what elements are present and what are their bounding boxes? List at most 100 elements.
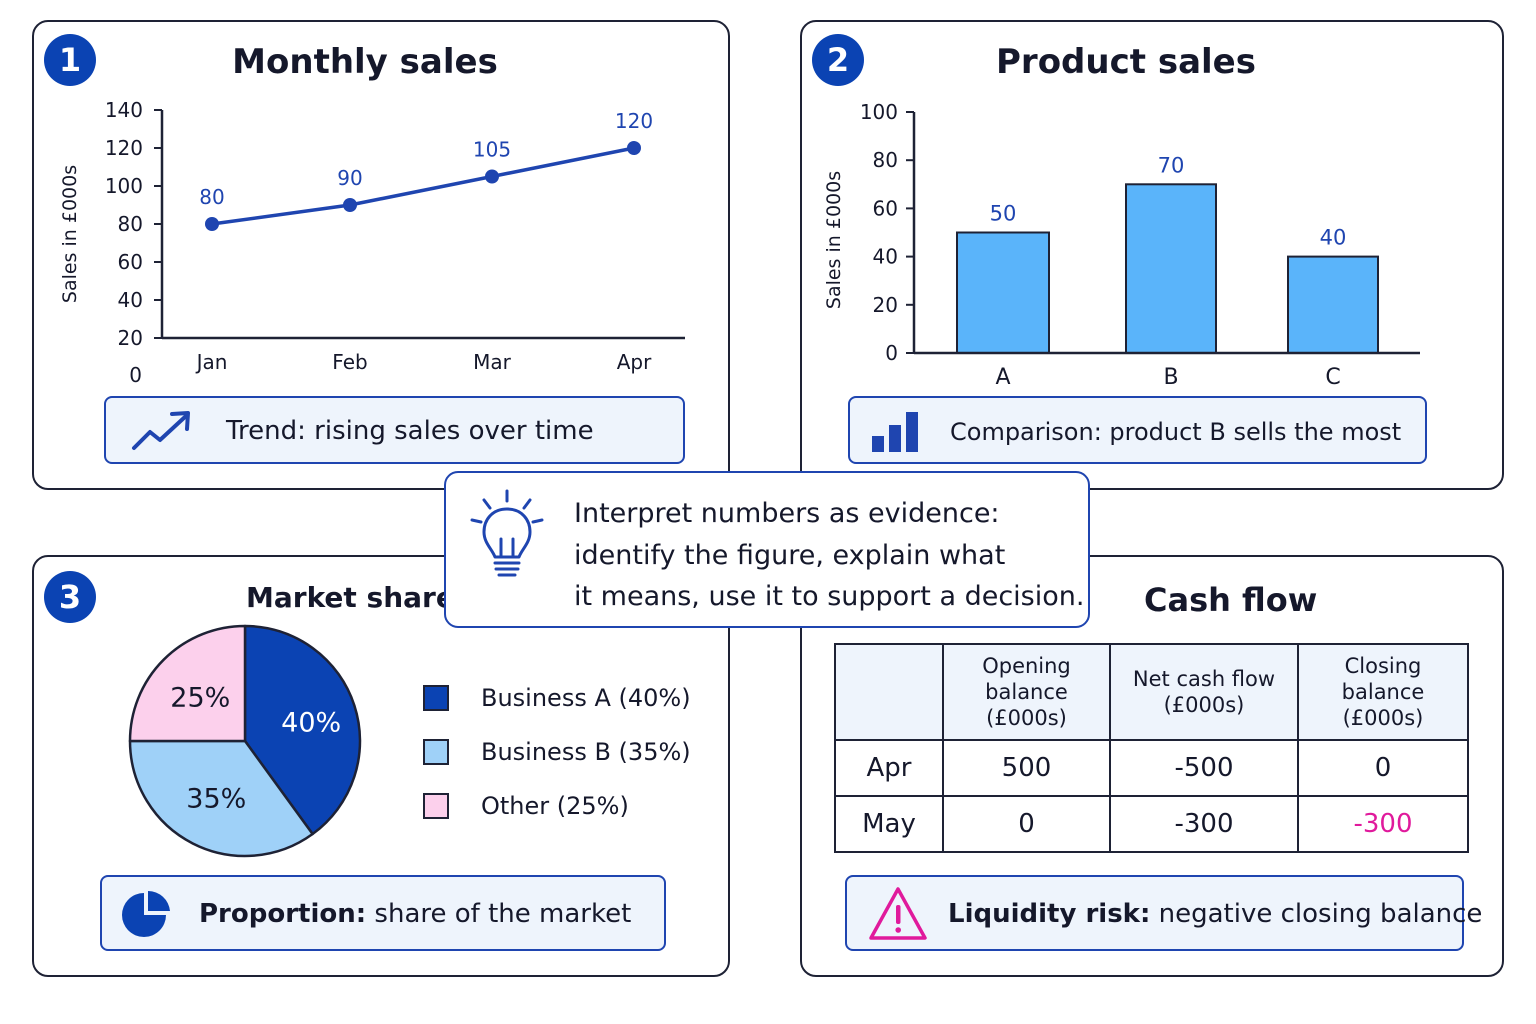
series-line: [211, 146, 635, 226]
legend-item-business-a: Business A (40%): [423, 684, 691, 712]
slice-label: 25%: [170, 682, 230, 713]
comparison-callout-text: Comparison: product B sells the most: [950, 418, 1402, 446]
y-tick-label: 60: [873, 196, 898, 220]
monthly-sales-panel: 1 Monthly sales 20 40 60 80 100 120 140 0 Sales …: [32, 20, 730, 490]
table-cell-negative: -300: [1297, 795, 1469, 853]
table-header-cell: Opening balance (£000s): [942, 643, 1111, 741]
bar-chart: 0 20 40 60 80 100 Sales in £000s 50 A 70 B 40 C: [823, 100, 1420, 390]
bar-chart-icon: [872, 412, 918, 452]
y-tick-label: 20: [118, 326, 143, 350]
table-cell: 0: [1297, 739, 1469, 797]
trend-callout-text: Trend: rising sales over time: [226, 416, 594, 446]
x-tick-label: Jan: [195, 350, 228, 374]
trend-callout: Trend: rising sales over time: [104, 396, 685, 464]
bar: [1287, 255, 1379, 355]
y-tick-label: 120: [105, 136, 143, 160]
y-tick-label: 140: [105, 98, 143, 122]
y-tick-label: 40: [873, 245, 898, 269]
pie-chart-icon: [122, 890, 170, 937]
panel-number-badge: 3: [44, 571, 96, 623]
table-cell: -500: [1109, 739, 1299, 797]
x-tick-label: Apr: [617, 350, 652, 374]
bar: [1125, 183, 1217, 354]
data-point: [627, 141, 641, 155]
legend-swatch: [423, 739, 449, 765]
legend-label: Other (25%): [481, 792, 629, 820]
x-tick-label: Mar: [473, 350, 512, 374]
data-label: 70: [1158, 153, 1185, 177]
key-message-text: Interpret numbers as evidence: identify …: [574, 493, 1084, 618]
y-tick-label: 100: [105, 174, 143, 198]
pie-slice: [128, 624, 247, 743]
slice-label: 40%: [281, 707, 341, 738]
table-cell: Apr: [834, 739, 944, 797]
panel-title: Product sales: [996, 42, 1256, 82]
pie-slice: [243, 624, 362, 836]
table-header-cell: Closing balance (£000s): [1297, 643, 1469, 741]
x-tick-label: Feb: [332, 350, 367, 374]
y-tick-label: 80: [118, 212, 143, 236]
data-label: 105: [473, 138, 511, 162]
legend-item-business-b: Business B (35%): [423, 738, 691, 766]
data-label: 90: [337, 166, 362, 190]
liquidity-callout-text: Liquidity risk: negative closing balance: [948, 899, 1483, 929]
y-tick-label: 20: [873, 293, 898, 317]
panel-title: Cash flow: [1144, 581, 1318, 619]
key-message-line: it means, use it to support a decision.: [574, 581, 1085, 612]
y-axis-title: Sales in £000s: [59, 165, 81, 303]
legend-label: Business A (40%): [481, 684, 691, 712]
table-cell: -300: [1109, 795, 1299, 853]
y-origin-label: 0: [129, 363, 142, 387]
data-label: 40: [1320, 226, 1347, 250]
proportion-callout: Proportion: share of the market: [100, 875, 666, 951]
trend-up-icon: [132, 411, 190, 450]
cash-flow-table: Opening balance (£000s) Net cash flow (£000…: [834, 643, 1469, 853]
table-header-row: Opening balance (£000s) Net cash flow (£000…: [834, 643, 1469, 741]
data-point: [205, 217, 219, 231]
y-tick-label: 100: [860, 100, 898, 124]
table-cell: May: [834, 795, 944, 853]
warning-icon: [869, 887, 927, 940]
pie-slice: [128, 739, 314, 858]
data-point: [485, 169, 499, 184]
y-tick-label: 40: [118, 288, 143, 312]
data-label: 80: [199, 185, 224, 209]
y-tick-label: 0: [885, 341, 898, 365]
x-tick-label: C: [1325, 365, 1340, 390]
table-header-cell: [834, 643, 944, 741]
data-label: 50: [990, 202, 1017, 226]
y-tick-label: 60: [118, 250, 143, 274]
legend-swatch: [423, 685, 449, 711]
line-chart: 20 40 60 80 100 120 140 0 Sales in £000s Jan Feb Ma…: [59, 98, 685, 387]
y-axis-title: Sales in £000s: [823, 171, 845, 309]
y-tick-label: 80: [873, 148, 898, 172]
product-sales-panel: 2 Product sales 0 20 40 60 80 100 Sales in £00…: [800, 20, 1504, 490]
x-tick-label: A: [995, 365, 1010, 390]
bar: [956, 231, 1050, 354]
panel-number-badge: 2: [812, 34, 864, 86]
table-header-cell: Net cash flow (£000s): [1109, 643, 1299, 741]
table-cell: 0: [942, 795, 1111, 853]
panel-title: Monthly sales: [232, 42, 498, 82]
key-message-line: identify the figure, explain what: [574, 539, 1006, 571]
market-share-panel: 3 Market share 40% 35% 25% Business A (40%…: [32, 555, 730, 977]
proportion-callout-text: Proportion: share of the market: [199, 899, 632, 929]
liquidity-callout: Liquidity risk: negative closing balance: [845, 875, 1482, 951]
x-tick-label: B: [1163, 365, 1178, 390]
key-message-box: Interpret numbers as evidence: identify …: [444, 471, 1090, 628]
table-row: Apr 500 -500 0: [834, 739, 1469, 797]
panel-number-badge: 1: [44, 34, 96, 86]
data-point: [343, 198, 357, 212]
slice-label: 35%: [186, 783, 246, 814]
key-message-line: Interpret numbers as evidence:: [574, 498, 1000, 529]
legend-item-other: Other (25%): [423, 792, 629, 820]
panel-title: Market share: [246, 581, 455, 614]
legend-label: Business B (35%): [481, 738, 691, 766]
data-label: 120: [615, 109, 653, 133]
table-cell: 500: [942, 739, 1111, 797]
comparison-callout: Comparison: product B sells the most: [848, 396, 1427, 464]
pie-chart: 40% 35% 25%: [128, 624, 362, 858]
lightbulb-icon: [470, 489, 544, 577]
table-row: May 0 -300 -300: [834, 795, 1469, 853]
legend-swatch: [423, 793, 449, 819]
